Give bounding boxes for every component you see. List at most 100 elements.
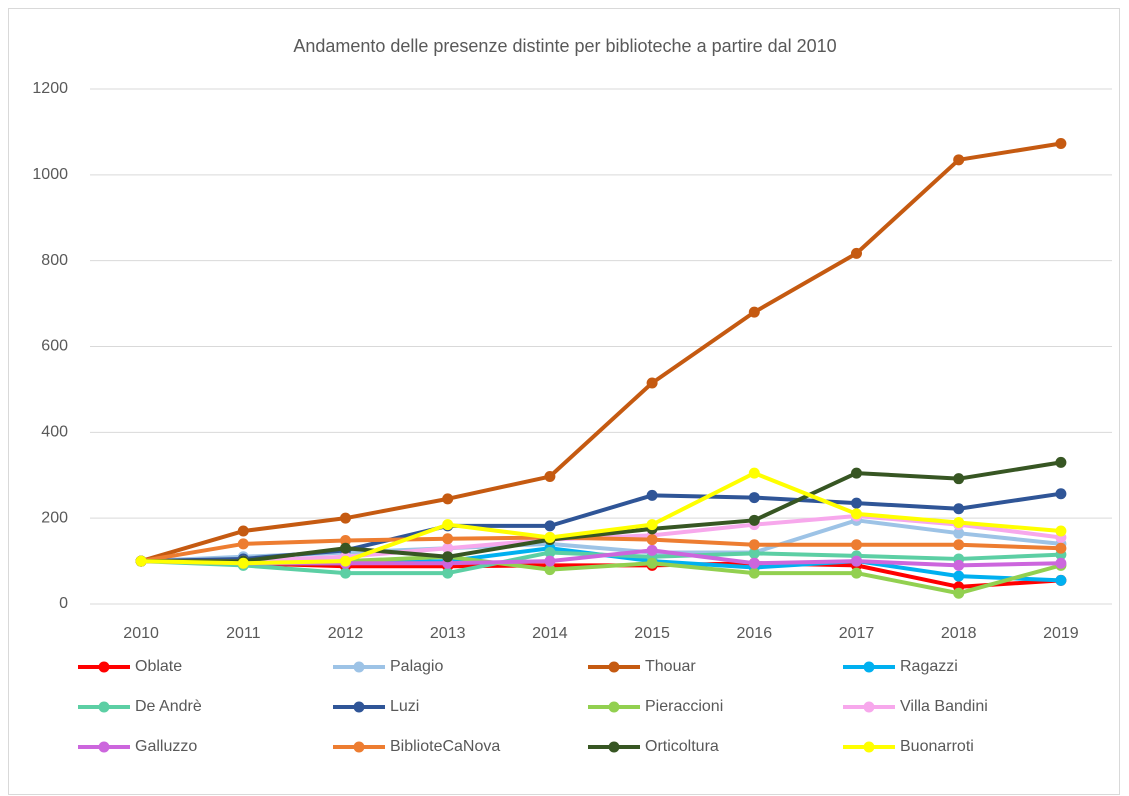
y-tick-label: 0 (59, 595, 68, 612)
series-point (544, 547, 556, 558)
series-point (1055, 542, 1067, 554)
series-point (340, 567, 351, 579)
series-point (1055, 557, 1067, 569)
legend-label: Buonarroti (900, 738, 974, 755)
series-point (953, 516, 965, 528)
x-tick-label: 2019 (1043, 625, 1079, 642)
series-point (851, 467, 862, 479)
series-point (953, 503, 965, 515)
legend-label: Oblate (135, 658, 182, 675)
x-tick-label: 2015 (634, 625, 670, 642)
x-tick-label: 2012 (328, 625, 364, 642)
series-point (237, 538, 249, 550)
legend-label: De Andrè (135, 698, 202, 715)
series-point (544, 471, 556, 483)
series-point (544, 564, 556, 576)
legend-marker (863, 661, 875, 673)
series-point (1055, 488, 1067, 500)
legend-label: BiblioteCaNova (390, 738, 500, 755)
series-line (140, 535, 1061, 564)
series-point (748, 514, 760, 526)
series-point (340, 534, 351, 546)
series-point (851, 247, 862, 259)
x-tick-label: 2010 (123, 625, 159, 642)
series-point (340, 542, 351, 554)
x-tick-label: 2018 (941, 625, 977, 642)
series-point (442, 551, 454, 563)
y-tick-label: 200 (41, 509, 68, 526)
legend-marker (353, 701, 365, 713)
series-point (953, 587, 965, 599)
series-point (748, 547, 760, 559)
legend-label: Thouar (645, 658, 696, 675)
legend-marker (353, 741, 365, 753)
series-point (748, 492, 760, 504)
y-tick-label: 400 (41, 424, 68, 441)
series-point (1055, 138, 1067, 150)
series-point (442, 567, 454, 579)
series-point (953, 539, 965, 551)
legend-marker (353, 661, 365, 673)
legend-label: Pieraccioni (645, 698, 723, 715)
series-point (237, 557, 249, 569)
series-point (953, 527, 965, 539)
series-point (748, 467, 760, 479)
series-point (340, 512, 351, 524)
series-point (953, 559, 965, 571)
legend-label: Orticoltura (645, 738, 719, 755)
legend-marker (98, 741, 110, 753)
series-point (544, 531, 556, 543)
series-point (851, 567, 862, 579)
series-line (141, 471, 1062, 566)
series-point (953, 154, 965, 166)
series-point (646, 519, 658, 531)
series-line (141, 460, 1062, 564)
series-point (748, 557, 760, 569)
series-point (953, 570, 965, 582)
series-point (442, 533, 454, 545)
series-point (646, 489, 658, 501)
series-point (544, 555, 556, 567)
series-point (1055, 456, 1067, 468)
legend-marker (98, 701, 110, 713)
x-tick-label: 2013 (430, 625, 466, 642)
series-point (851, 555, 862, 567)
series-point (442, 519, 454, 531)
series-point (442, 493, 454, 505)
y-tick-label: 800 (41, 252, 68, 269)
series-point (646, 534, 658, 546)
series-point (340, 555, 351, 567)
legend-label: Galluzzo (135, 738, 197, 755)
series-line (140, 141, 1062, 564)
x-tick-label: 2014 (532, 625, 568, 642)
legend-marker (608, 741, 620, 753)
series-point (135, 555, 147, 567)
legend-label: Luzi (390, 698, 419, 715)
series-point (748, 567, 760, 579)
series-point (1055, 574, 1067, 586)
series-point (748, 306, 760, 318)
series-point (646, 557, 658, 569)
series-point (1055, 525, 1067, 537)
chart-title: Andamento delle presenze distinte per bi… (293, 36, 836, 56)
x-tick-label: 2017 (839, 625, 875, 642)
legend-label: Ragazzi (900, 658, 958, 675)
series-point (646, 544, 658, 556)
legend-marker (608, 701, 620, 713)
x-tick-label: 2016 (737, 625, 773, 642)
legend-marker (863, 701, 875, 713)
series-point (953, 473, 965, 485)
y-tick-label: 600 (41, 338, 68, 355)
y-tick-label: 1000 (32, 166, 68, 183)
series-point (646, 377, 658, 389)
legend-marker (608, 661, 620, 673)
series-point (237, 525, 249, 537)
legend-marker (98, 661, 110, 673)
y-tick-label: 1200 (32, 80, 68, 97)
series-point (851, 508, 862, 520)
legend-marker (863, 741, 875, 753)
series-point (851, 497, 862, 509)
series-point (748, 539, 760, 551)
series-point (544, 520, 556, 532)
